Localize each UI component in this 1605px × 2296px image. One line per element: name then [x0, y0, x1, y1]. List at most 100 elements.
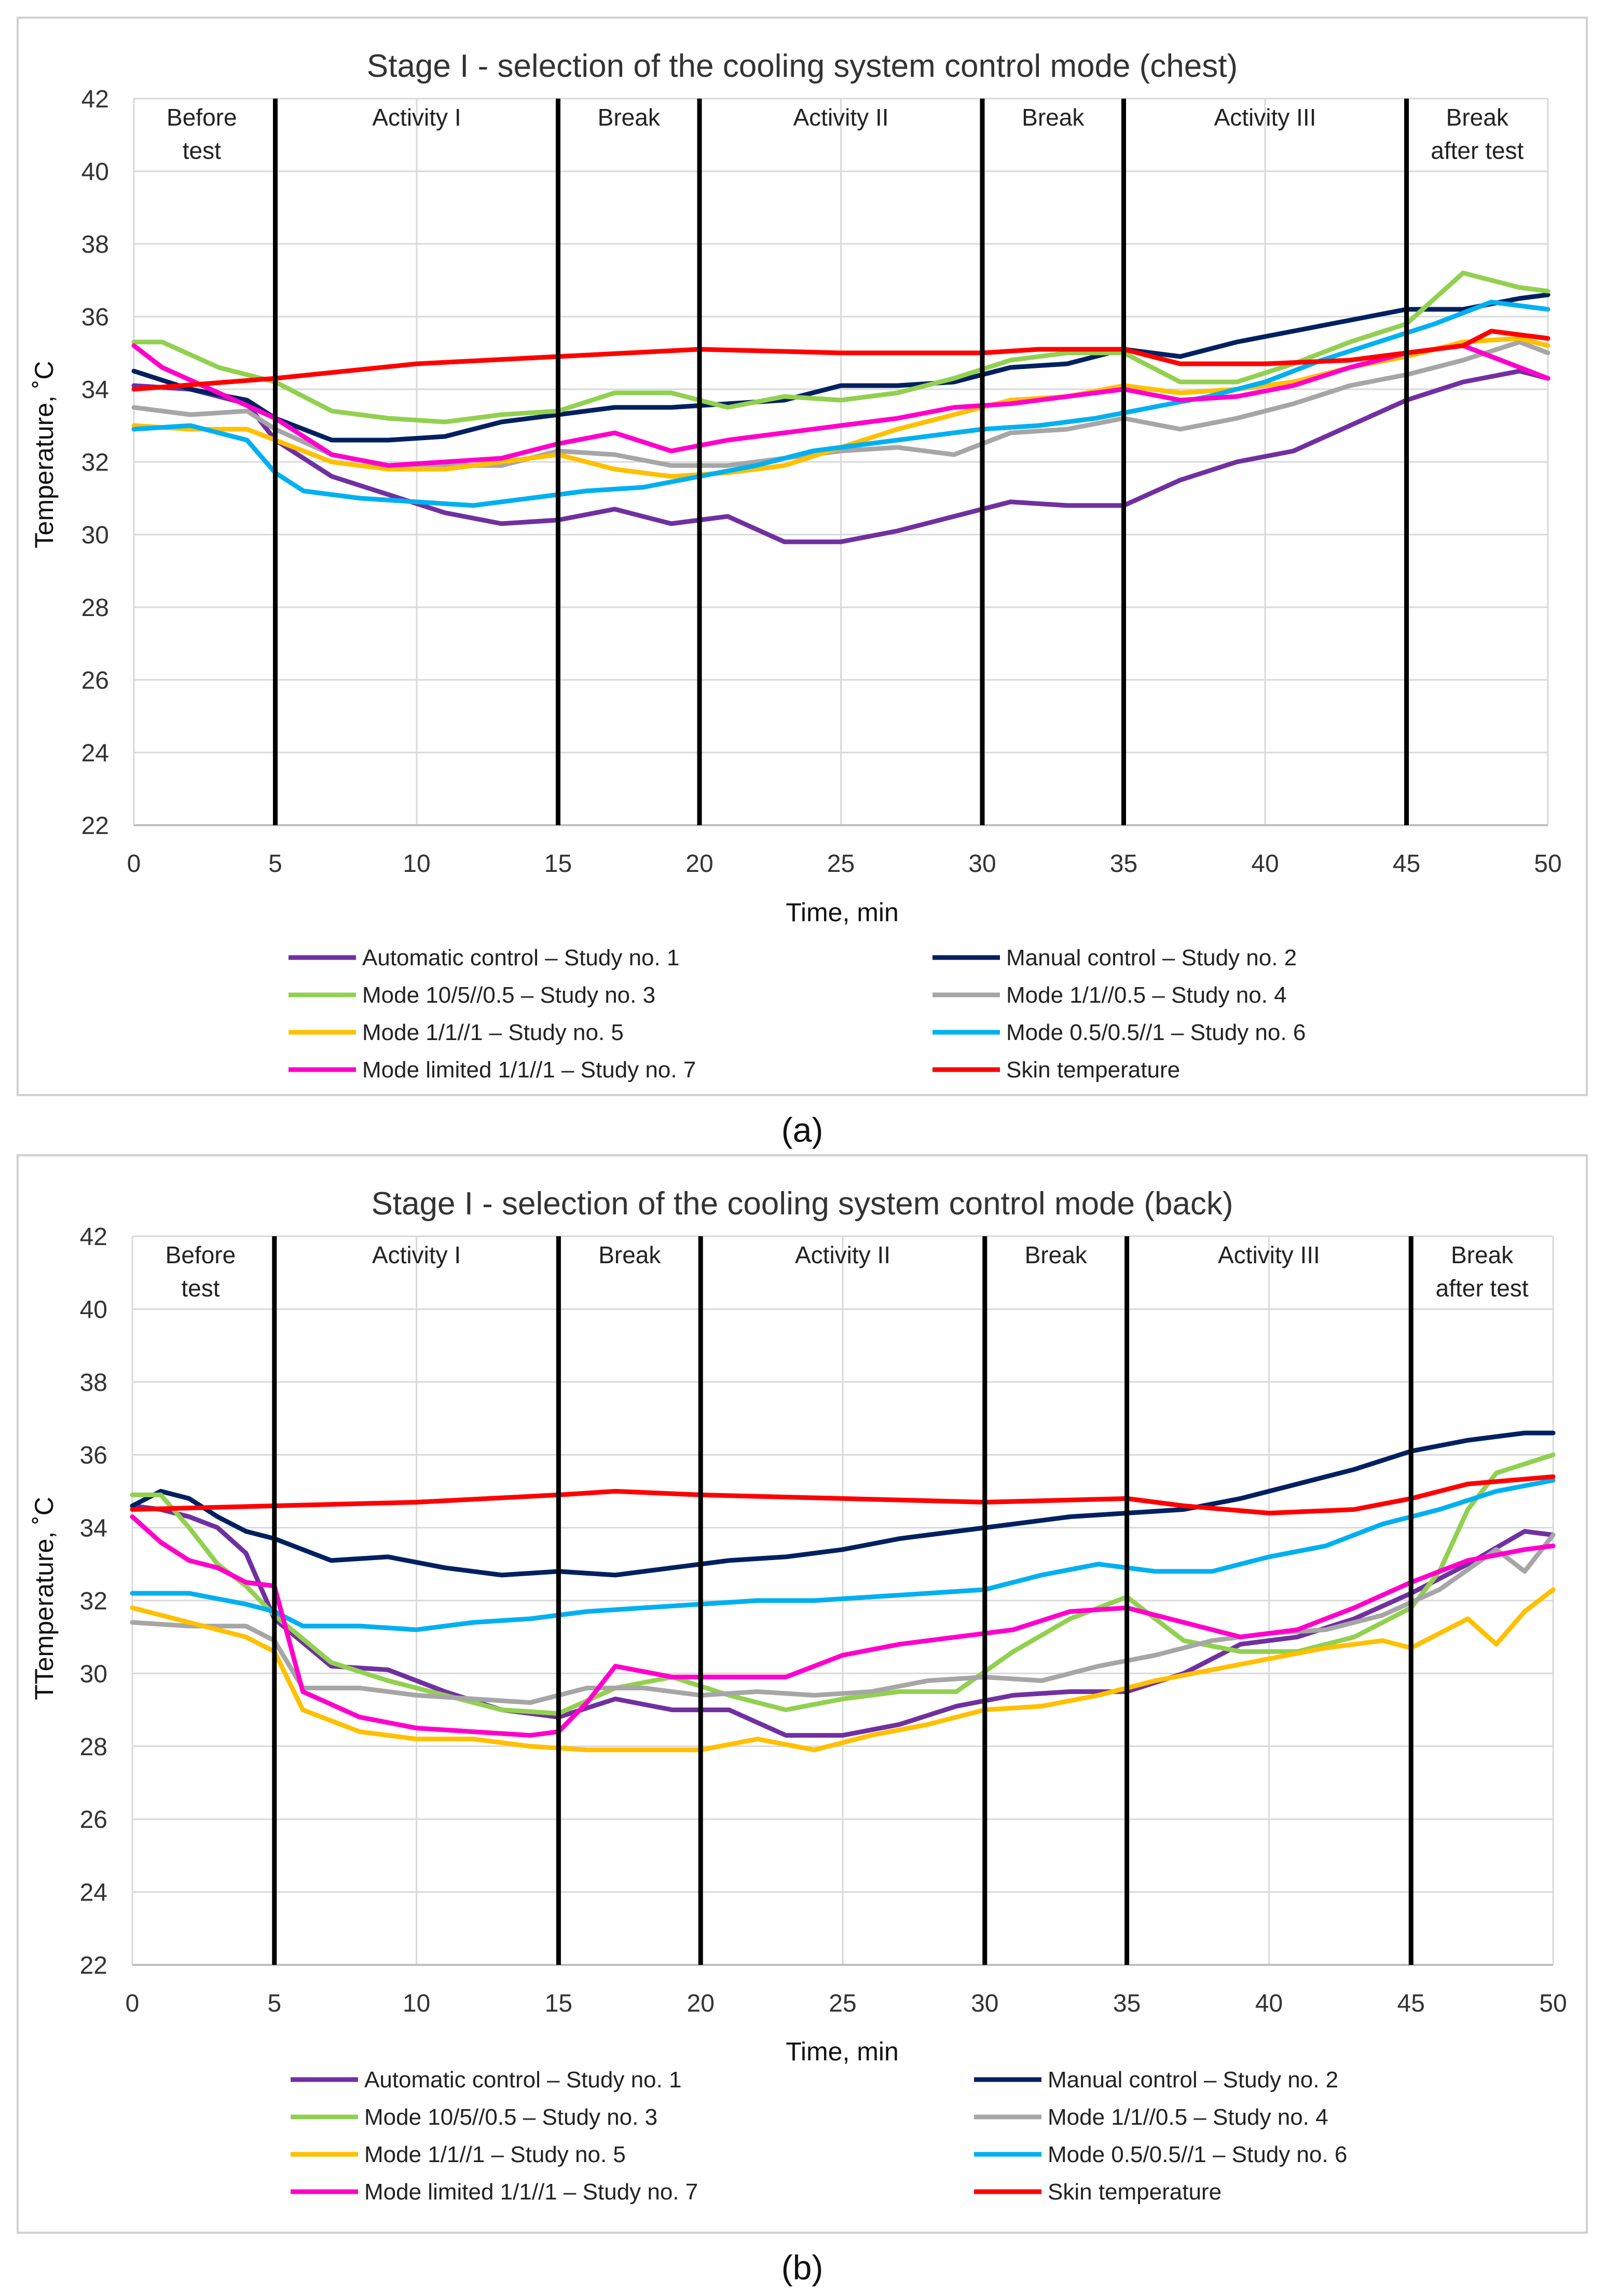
chart-a-legend-entry: Mode 0.5/0.5//1 – Study no. 6 — [1006, 1020, 1306, 1045]
chart-a-series-automatic-control-study-no-1 — [131, 368, 1551, 544]
chart-a-phase-label: test — [183, 137, 221, 164]
caption-b: (b) — [781, 2248, 824, 2287]
chart-b-series-manual-control-study-no-2 — [130, 1430, 1556, 1578]
chart-b-ytick-label: 26 — [80, 1806, 107, 1834]
chart-a-ytick-label: 24 — [81, 740, 109, 767]
chart-b-xlabel: Time, min — [786, 2037, 899, 2066]
chart-a-xtick-label: 0 — [127, 850, 141, 878]
chart-a-xlabel: Time, min — [786, 898, 899, 927]
chart-b-phase-label: Activity II — [795, 1241, 890, 1268]
chart-b-xtick-label: 5 — [267, 1990, 281, 2017]
chart-b-phase-label: Activity I — [372, 1241, 461, 1268]
chart-b-xtick-label: 30 — [971, 1990, 998, 2017]
chart-a-ytick-label: 32 — [81, 449, 109, 476]
chart-a-phase-label: after test — [1431, 137, 1524, 164]
chart-a-ytick-label: 34 — [81, 376, 109, 404]
chart-a-legend-entry: Automatic control – Study no. 1 — [362, 945, 679, 971]
chart-b-ytick-label: 22 — [80, 1952, 107, 1979]
chart-a-ticks: 22 24 26 28 30 32 34 36 38 40 42 0 5 10 15 20 25 30 35 40 45… — [81, 86, 1562, 878]
chart-a-xtick-label: 15 — [544, 850, 572, 878]
chart-a-phase-label: Before — [167, 104, 237, 131]
chart-b-phase-label: Before — [166, 1241, 236, 1268]
chart-b-legend-entry: Mode 10/5//0.5 – Study no. 3 — [364, 2104, 657, 2130]
chart-a-ylabel: Temperature, ˚C — [30, 361, 59, 548]
chart-a-xtick-label: 25 — [827, 850, 855, 878]
chart-a-ytick-label: 26 — [81, 667, 109, 694]
chart-b-xtick-label: 0 — [126, 1990, 140, 2017]
chart-b-legend-entry: Mode 1/1//1 – Study no. 5 — [364, 2142, 626, 2167]
chart-b-legend-entry: Mode 1/1//0.5 – Study no. 4 — [1048, 2104, 1328, 2130]
chart-a-legend: Automatic control – Study no. 1 Manual co… — [289, 945, 1306, 1083]
chart-b-ytick-label: 42 — [80, 1223, 107, 1251]
chart-b-series-mode-1-1-1-study-no-5 — [130, 1587, 1556, 1753]
chart-a-phase-boundaries — [273, 99, 1409, 825]
chart-b-series-mode-0-5-0-5-1-study-no-6 — [130, 1478, 1556, 1632]
chart-b-xtick-label: 35 — [1113, 1990, 1141, 2017]
chart-b-title: Stage I - selection of the cooling syste… — [371, 1186, 1233, 1222]
chart-a-ytick-label: 42 — [81, 86, 109, 113]
chart-b-ytick-label: 36 — [80, 1442, 107, 1469]
chart-b-legend-entry: Mode 0.5/0.5//1 – Study no. 6 — [1048, 2142, 1347, 2167]
chart-a-frame — [17, 17, 1588, 1096]
chart-b-xtick-label: 50 — [1539, 1990, 1567, 2017]
chart-a-ytick-label: 30 — [81, 522, 109, 549]
chart-a-phase-label: Activity II — [793, 104, 888, 131]
chart-a-legend-entry: Mode 10/5//0.5 – Study no. 3 — [362, 982, 655, 1008]
chart-a-legend-entry: Mode limited 1/1//1 – Study no. 7 — [362, 1057, 696, 1083]
chart-b-legend-entry: Mode limited 1/1//1 – Study no. 7 — [364, 2179, 698, 2205]
chart-a-xtick-label: 50 — [1534, 850, 1561, 878]
chart-b-phase-label: Break — [598, 1241, 661, 1268]
chart-a-phase-label: Break — [1022, 104, 1085, 131]
chart-b-phase-label: Activity III — [1218, 1241, 1320, 1268]
chart-a-ytick-label: 28 — [81, 594, 109, 622]
chart-b-ytick-label: 40 — [80, 1296, 107, 1323]
chart-a-series-skin-temperature — [131, 329, 1551, 392]
chart-b-legend-entry: Manual control – Study no. 2 — [1048, 2067, 1338, 2093]
chart-b-phase-label: Break — [1025, 1241, 1088, 1268]
chart-b-ytick-label: 28 — [80, 1733, 107, 1761]
chart-a-xtick-label: 20 — [685, 850, 713, 878]
chart-a-xtick-label: 35 — [1110, 850, 1137, 878]
chart-a-legend-entry: Mode 1/1//0.5 – Study no. 4 — [1006, 982, 1287, 1008]
chart-b-xtick-label: 25 — [829, 1990, 856, 2017]
chart-b-ytick-label: 24 — [80, 1879, 107, 1907]
chart-a-phase-label: Break — [1446, 104, 1509, 131]
chart-a-xtick-label: 5 — [268, 850, 282, 878]
chart-b-legend-entry: Skin temperature — [1048, 2179, 1222, 2205]
chart-a-series-manual-control-study-no-2 — [131, 292, 1551, 443]
chart-b-ytick-label: 34 — [80, 1515, 107, 1542]
chart-b-xtick-label: 40 — [1255, 1990, 1283, 2017]
chart-a-xtick-label: 45 — [1393, 850, 1420, 878]
chart-b-ytick-label: 32 — [80, 1588, 107, 1615]
chart-a-title: Stage I - selection of the cooling syste… — [367, 48, 1238, 84]
chart-b-xtick-label: 20 — [687, 1990, 715, 2017]
chart-a-xtick-label: 30 — [968, 850, 996, 878]
chart-a-ytick-label: 22 — [81, 812, 109, 840]
chart-a-xtick-label: 40 — [1251, 850, 1279, 878]
chart-b-phase-labels: Before test Activity I Break Activity II Brea… — [166, 1241, 1529, 1302]
chart-a-legend-entry: Manual control – Study no. 2 — [1006, 945, 1297, 971]
chart-b-ticks: 22 24 26 28 30 32 34 36 38 40 42 0 5 10 15 20 25 30 35 40 45… — [80, 1223, 1567, 2017]
chart-b-legend: Automatic control – Study no. 1 Manual co… — [291, 2067, 1347, 2205]
chart-b-phase-boundaries — [272, 1236, 1414, 1965]
chart-a-series-mode-10-5-0-5-study-no-3 — [131, 270, 1551, 425]
chart-a-phase-label: Break — [598, 104, 661, 131]
chart-a-ytick-label: 36 — [81, 304, 109, 331]
chart-panel-back: Stage I - selection of the cooling syste… — [17, 1154, 1588, 2234]
caption-a: (a) — [781, 1111, 824, 1149]
chart-b-phase-label: test — [181, 1275, 220, 1302]
chart-b-phase-label: Break — [1451, 1241, 1514, 1268]
chart-b-series-mode-1-1-0-5-study-no-4 — [130, 1533, 1556, 1705]
chart-b-phase-label: after test — [1436, 1275, 1529, 1302]
chart-a-phase-label: Activity III — [1214, 104, 1316, 131]
chart-b-xtick-label: 15 — [545, 1990, 572, 2017]
chart-a-phase-label: Activity I — [372, 104, 461, 131]
chart-a-legend-entry: Mode 1/1//1 – Study no. 5 — [362, 1020, 624, 1045]
chart-b-ylabel: TTemperature, ˚C — [30, 1497, 59, 1700]
chart-a-series — [131, 270, 1551, 544]
chart-a-phase-labels: Before test Activity I Break Activity II Brea… — [167, 104, 1524, 164]
chart-b-ytick-label: 30 — [80, 1660, 107, 1688]
chart-b-xtick-label: 45 — [1397, 1990, 1425, 2017]
chart-a-legend-entry: Skin temperature — [1006, 1057, 1180, 1083]
